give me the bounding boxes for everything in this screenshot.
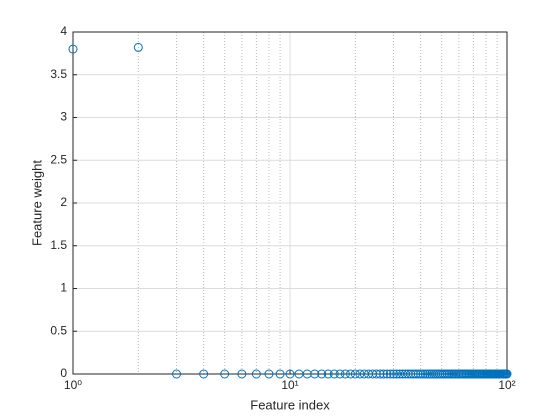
y-tick-label: 0.5 (50, 323, 67, 337)
point (172, 369, 182, 379)
point (133, 42, 143, 52)
point (345, 369, 355, 379)
point (379, 369, 389, 379)
x-tick-label: 10⁰ (64, 378, 82, 392)
point (335, 369, 345, 379)
point (389, 369, 399, 379)
point (237, 369, 247, 379)
point (199, 369, 209, 379)
point (408, 369, 418, 379)
y-tick-label: 3 (60, 110, 67, 124)
point (413, 369, 423, 379)
point (385, 369, 395, 379)
point (392, 369, 402, 379)
point (323, 369, 333, 379)
point (68, 44, 78, 54)
point (329, 369, 339, 379)
x-axis-label: Feature index (250, 397, 330, 412)
point (317, 369, 327, 379)
y-tick-label: 2.5 (50, 152, 67, 166)
point (264, 369, 274, 379)
point (355, 369, 365, 379)
y-tick-label: 0 (60, 366, 67, 380)
point (275, 369, 285, 379)
point (418, 369, 428, 379)
axes-box (72, 31, 508, 375)
point (285, 369, 295, 379)
y-axis-label: Feature weight (29, 160, 44, 246)
point (310, 369, 320, 379)
x-tick-label: 10² (498, 378, 515, 392)
point (251, 369, 261, 379)
point (411, 369, 421, 379)
y-tick-label: 2 (60, 195, 67, 209)
y-tick-label: 4 (60, 24, 67, 38)
point (420, 369, 430, 379)
point (371, 369, 381, 379)
y-tick-label: 1.5 (50, 238, 67, 252)
point (375, 369, 385, 379)
point (340, 369, 350, 379)
point (416, 369, 426, 379)
point (220, 369, 230, 379)
x-tick-label: 10¹ (281, 378, 298, 392)
y-tick-label: 1 (60, 281, 67, 295)
point (382, 369, 392, 379)
point (350, 369, 360, 379)
y-tick-label: 3.5 (50, 67, 67, 81)
point (502, 369, 512, 379)
